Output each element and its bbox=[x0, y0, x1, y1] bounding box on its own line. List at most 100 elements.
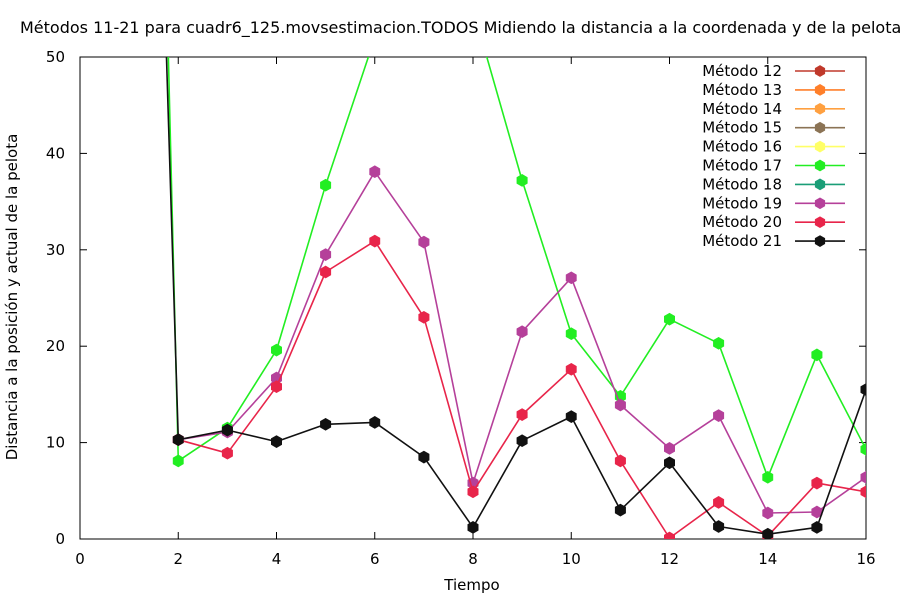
data-point bbox=[860, 383, 866, 396]
data-point bbox=[369, 165, 381, 179]
data-point bbox=[565, 271, 577, 285]
data-point bbox=[221, 446, 233, 460]
data-point bbox=[418, 450, 430, 464]
legend-label: Método 16 bbox=[702, 138, 782, 156]
x-tick-label: 6 bbox=[370, 550, 380, 568]
legend-label: Método 21 bbox=[702, 232, 782, 250]
data-point bbox=[811, 505, 823, 519]
legend-entry: Método 18 bbox=[702, 175, 845, 193]
y-tick-label: 10 bbox=[46, 434, 65, 452]
data-point bbox=[860, 470, 866, 484]
legend-marker bbox=[814, 140, 826, 153]
data-point bbox=[663, 456, 676, 470]
legend-entry: Método 21 bbox=[702, 232, 845, 250]
data-point bbox=[320, 265, 332, 279]
data-point bbox=[565, 327, 577, 341]
data-point bbox=[468, 3, 478, 15]
data-point bbox=[418, 235, 430, 249]
legend-marker bbox=[814, 102, 826, 115]
series-m-todo-21 bbox=[165, 57, 866, 539]
data-point bbox=[713, 496, 725, 509]
data-point bbox=[221, 423, 233, 437]
data-point bbox=[369, 234, 381, 248]
legend-entry: Método 12 bbox=[702, 62, 845, 80]
data-point bbox=[713, 409, 725, 422]
legend-marker bbox=[814, 159, 826, 172]
data-point bbox=[172, 454, 184, 468]
data-point bbox=[516, 174, 528, 187]
legend-entry: Método 16 bbox=[702, 138, 845, 156]
data-point bbox=[369, 416, 381, 429]
data-point bbox=[418, 310, 430, 324]
series-m-todo-17 bbox=[167, 3, 866, 484]
series-line bbox=[165, 57, 866, 535]
data-point bbox=[516, 408, 528, 421]
y-tick-label: 50 bbox=[46, 48, 65, 66]
data-point bbox=[172, 433, 184, 447]
data-point bbox=[811, 521, 823, 534]
legend-marker bbox=[814, 235, 826, 247]
y-tick-label: 0 bbox=[55, 530, 65, 548]
legend-marker bbox=[814, 121, 826, 134]
data-point bbox=[270, 435, 283, 448]
data-point bbox=[762, 527, 774, 539]
legend-label: Método 18 bbox=[702, 175, 782, 193]
x-tick-label: 0 bbox=[75, 550, 85, 568]
legend-marker bbox=[814, 178, 826, 191]
data-point bbox=[762, 470, 774, 484]
data-point bbox=[516, 434, 528, 448]
legend-entry: Método 19 bbox=[702, 194, 845, 212]
legend-label: Método 19 bbox=[702, 194, 782, 212]
legend-entry: Método 17 bbox=[702, 157, 845, 175]
legend-marker bbox=[814, 65, 826, 77]
y-tick-label: 30 bbox=[46, 241, 65, 259]
data-point bbox=[860, 485, 866, 499]
data-point bbox=[516, 325, 528, 339]
data-point bbox=[320, 248, 332, 261]
legend-entry: Método 20 bbox=[702, 213, 845, 231]
data-point bbox=[467, 485, 479, 499]
data-point bbox=[663, 312, 676, 326]
legend-label: Método 12 bbox=[702, 62, 782, 80]
x-tick-label: 16 bbox=[856, 550, 875, 568]
legend-label: Método 17 bbox=[702, 157, 782, 175]
legend-entry: Método 15 bbox=[702, 119, 845, 137]
data-point bbox=[762, 506, 774, 520]
data-point bbox=[565, 410, 577, 423]
y-axis-label: Distancia a la posición y actual de la p… bbox=[3, 134, 21, 461]
data-point bbox=[811, 476, 823, 490]
legend-label: Método 15 bbox=[702, 119, 782, 137]
series-line bbox=[167, 57, 866, 479]
legend-label: Método 13 bbox=[702, 81, 782, 99]
x-tick-label: 14 bbox=[758, 550, 777, 568]
data-point bbox=[614, 503, 626, 517]
y-tick-label: 40 bbox=[46, 144, 65, 162]
legend-label: Método 20 bbox=[702, 213, 782, 231]
data-point bbox=[270, 380, 283, 394]
legend-entry: Método 14 bbox=[702, 100, 845, 118]
data-point bbox=[713, 336, 725, 350]
data-point bbox=[614, 398, 626, 412]
x-tick-label: 8 bbox=[468, 550, 478, 568]
x-tick-label: 12 bbox=[660, 550, 679, 568]
data-point bbox=[713, 520, 725, 533]
data-point bbox=[663, 531, 676, 539]
data-point bbox=[811, 348, 823, 362]
series-m-todo-19 bbox=[172, 165, 866, 520]
x-tick-label: 10 bbox=[562, 550, 581, 568]
legend-marker bbox=[814, 197, 826, 210]
legend-marker bbox=[814, 216, 826, 229]
data-point bbox=[467, 521, 479, 534]
x-axis-label: Tiempo bbox=[443, 576, 499, 594]
x-tick-label: 4 bbox=[272, 550, 282, 568]
data-point bbox=[860, 442, 866, 456]
legend-entry: Método 13 bbox=[702, 81, 845, 99]
data-point bbox=[320, 178, 332, 192]
y-tick-label: 20 bbox=[46, 337, 65, 355]
legend-marker bbox=[814, 84, 826, 96]
data-point bbox=[320, 417, 332, 431]
data-point bbox=[565, 362, 577, 376]
legend-label: Método 14 bbox=[702, 100, 782, 118]
series-m-todo-20 bbox=[172, 234, 866, 539]
